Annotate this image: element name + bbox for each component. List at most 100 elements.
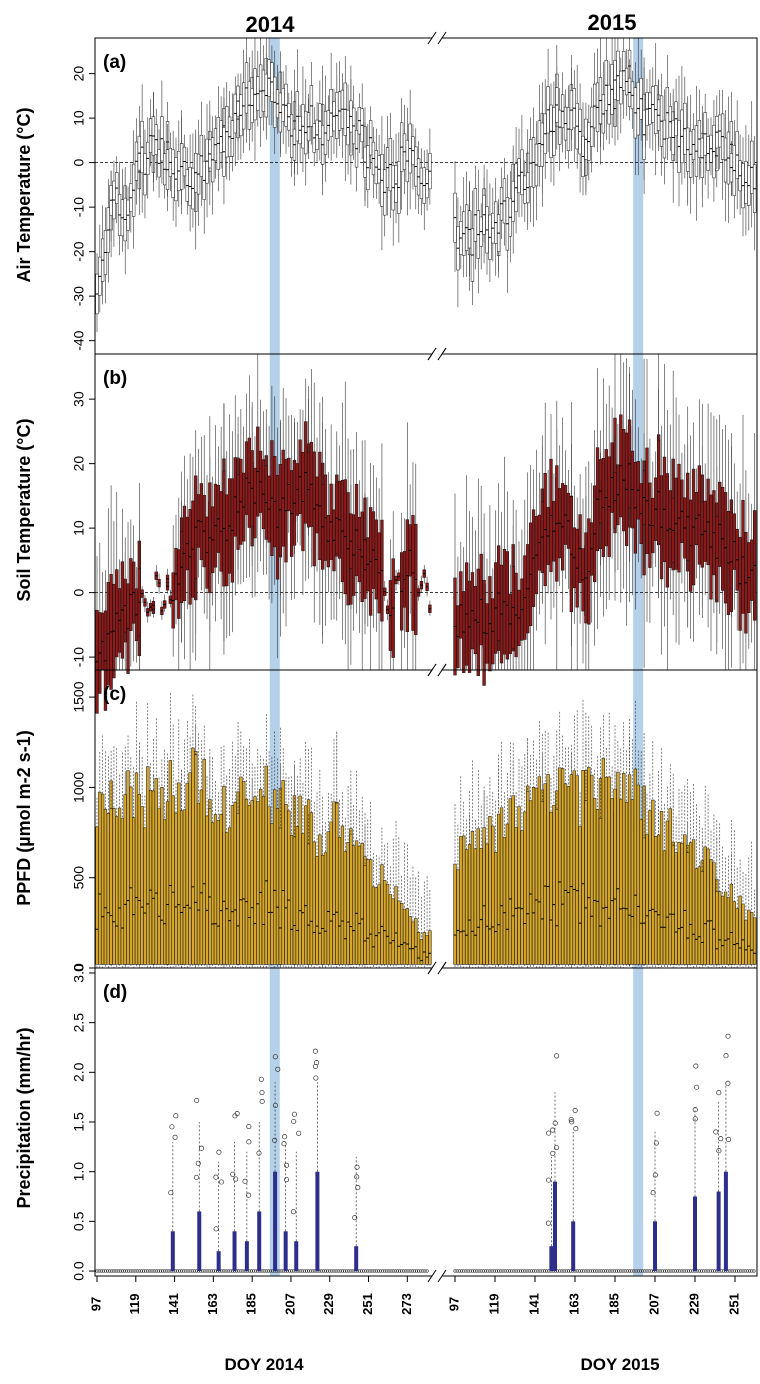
ppfd-box [659, 811, 664, 965]
ppfd-box [651, 799, 655, 965]
ppfd-box [476, 828, 480, 965]
precip-outlier [259, 1098, 265, 1105]
precip-zero-point [160, 1269, 165, 1273]
ppfd-box [227, 827, 232, 965]
x-tick-label-2014: 119 [127, 1294, 142, 1315]
precip-zero-point [120, 1269, 124, 1273]
precip-outlier [258, 1076, 264, 1082]
precip-outlier [692, 1107, 698, 1113]
ppfd-ytick-label: 0 [71, 964, 87, 972]
ppfd-box [126, 770, 130, 965]
precip-zero-point [486, 1269, 490, 1273]
ppfd-box [337, 837, 342, 965]
ppfd-box [709, 859, 713, 965]
precip-zero-point [383, 1269, 387, 1273]
ppfd-box [177, 782, 181, 965]
x-tick-label-2015: 141 [526, 1293, 541, 1315]
ppfd-box [194, 754, 198, 965]
ppfd-box [146, 766, 150, 965]
ppfd-box [165, 801, 170, 965]
precip-zero-point [512, 1269, 516, 1273]
precip-zero-point [730, 1269, 734, 1273]
precip-zero-point [490, 1269, 494, 1273]
precip-outlier [355, 1185, 361, 1191]
precip-zero-point [710, 1269, 715, 1273]
precip-zero-point [645, 1269, 649, 1273]
precip-zero-point [287, 1269, 292, 1273]
precip-zero-point [516, 1269, 520, 1273]
precip-zero-point [641, 1269, 645, 1273]
ppfd-box [388, 894, 393, 965]
precip-zero-point [99, 1269, 103, 1273]
ppfd-box [211, 822, 215, 965]
ppfd-box [109, 808, 113, 965]
precip-zero-point [226, 1269, 230, 1273]
precip-zero-point [689, 1269, 693, 1273]
precip-zero-point [264, 1269, 268, 1273]
ppfd-box [642, 837, 646, 965]
ppfd-box [242, 780, 246, 965]
precip-zero-point [417, 1269, 421, 1273]
precip-outlier [168, 1190, 174, 1196]
precip-outlier [281, 1141, 287, 1147]
ppfd-box [363, 865, 367, 965]
ppfd-box [572, 770, 576, 965]
soil-temp-ytick-label: 20 [71, 456, 87, 472]
ppfd-box [425, 935, 429, 965]
x-tick-label-2014: 97 [88, 1297, 103, 1311]
ppfd-box [479, 848, 483, 965]
air-temp-panel-label: (a) [103, 52, 126, 73]
ppfd-box [491, 825, 495, 965]
precip-ytick-label: 1.5 [71, 1112, 87, 1132]
ppfd-box [185, 783, 189, 965]
precip-zero-point [108, 1269, 112, 1273]
ppfd-box [405, 908, 409, 965]
precip-zero-point [470, 1269, 475, 1273]
precip-zero-point [564, 1269, 568, 1273]
precip-outlier [573, 1126, 579, 1132]
ppfd-box [188, 772, 192, 965]
precip-zero-point [606, 1269, 610, 1273]
precip-zero-point [372, 1269, 376, 1273]
ppfd-box [601, 757, 606, 965]
precip-zero-point [385, 1269, 389, 1273]
ppfd-box [639, 819, 643, 965]
ppfd-box [613, 788, 617, 965]
precip-bar [257, 1211, 262, 1272]
precip-zero-point [332, 1269, 336, 1273]
ppfd-box [315, 856, 319, 965]
precip-bar [354, 1246, 359, 1272]
ppfd-box [674, 852, 678, 965]
precip-zero-point [397, 1269, 402, 1273]
precip-outlier [259, 1089, 265, 1096]
precip-zero-point [479, 1269, 483, 1273]
ppfd-box [357, 845, 362, 965]
precip-zero-point [468, 1269, 472, 1273]
precip-zero-point [558, 1269, 562, 1273]
precip-bar [273, 1171, 278, 1272]
precip-zero-point [345, 1269, 349, 1273]
ppfd-box [715, 891, 719, 965]
ppfd-box [368, 859, 373, 965]
precip-zero-point [529, 1269, 533, 1273]
precip-outlier [553, 1145, 560, 1151]
precip-zero-point [619, 1269, 623, 1273]
ppfd-box [397, 900, 401, 965]
precip-zero-point [702, 1269, 706, 1273]
ppfd-box [578, 826, 582, 965]
precip-outlier [233, 1176, 239, 1182]
precip-zero-point [400, 1269, 404, 1273]
ppfd-box [323, 852, 328, 965]
precip-zero-point [494, 1269, 499, 1273]
x-axis-label-2014: DOY 2014 [224, 1355, 304, 1374]
ppfd-box [584, 800, 588, 965]
precip-zero-point [328, 1269, 332, 1273]
precip-zero-point [205, 1269, 209, 1273]
ppfd-box [143, 827, 147, 965]
ppfd-box [346, 842, 350, 965]
ppfd-box [694, 868, 699, 965]
ppfd-box [595, 808, 600, 965]
precip-outlier [272, 1054, 278, 1060]
precip-frame-right [442, 967, 758, 1277]
